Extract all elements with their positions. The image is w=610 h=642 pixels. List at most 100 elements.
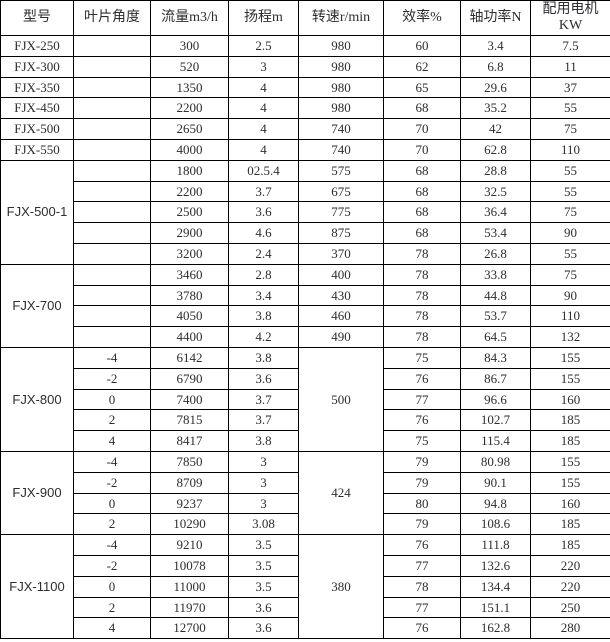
table-row: 2900 4.6 875 68 53.4 90 [1,222,610,244]
table-row: -2 8709 3 79 90.1 155 [1,471,610,494]
flow-cell: 2200 [150,97,229,120]
motor-power-cell: 75 [530,118,610,140]
efficiency-cell: 70 [383,138,461,161]
flow-cell: 520 [150,55,229,78]
flow-cell: 300 [150,35,229,57]
flow-cell: 4400 [150,326,229,348]
table-row: 4400 4.2 490 78 64.5 132 [1,326,610,348]
blade-angle-cell [73,305,151,328]
blade-angle-cell [73,201,151,224]
blade-angle-cell: 2 [73,409,151,432]
blade-angle-cell [73,159,151,182]
motor-power-cell: 155 [530,367,610,390]
flow-cell: 9237 [150,492,229,515]
head-cell: 4.2 [228,326,299,348]
model-cell: FJX-900 [0,450,74,536]
model-cell: FJX-450 [0,97,74,120]
motor-power-cell: 160 [530,388,610,411]
speed-cell: 424 [298,450,384,536]
shaft-power-cell: 64.5 [460,326,531,348]
shaft-power-cell: 151.1 [460,596,531,619]
shaft-power-cell: 28.8 [460,159,531,182]
efficiency-cell: 76 [383,534,461,556]
motor-power-cell: 90 [530,284,610,307]
speed-cell: 775 [298,201,384,224]
table-row: FJX-800 -4 6142 3.8 500 75 84.3 155 [0,346,610,452]
model-cell: FJX-700 [0,263,74,348]
header-speed: 转速r/min [298,0,384,36]
shaft-power-cell: 32.5 [460,180,531,203]
motor-power-cell: 185 [530,430,610,452]
header-row: 型号 叶片角度 流量m3/h 扬程m 转速r/min 效率% 轴功率N 配用电机… [0,0,610,36]
head-cell: 3.7 [228,180,299,203]
speed-cell: 740 [298,118,384,140]
motor-power-cell: 220 [530,554,610,577]
speed-cell: 575 [298,159,384,182]
motor-power-cell: 11 [530,55,610,78]
model-cell: FJX-800 [0,346,74,452]
efficiency-cell: 68 [383,97,461,120]
table-row: FJX-700 3460 2.8 400 78 33.8 75 [0,263,610,348]
shaft-power-cell: 53.7 [460,305,531,328]
header-model: 型号 [0,0,74,36]
flow-cell: 11000 [150,575,229,598]
flow-cell: 7400 [150,388,229,411]
efficiency-cell: 68 [383,159,461,182]
table-row: FJX-250 300 2.5 980 60 3.4 7.5 [0,35,610,57]
head-cell: 3.7 [228,388,299,411]
header-motor-power: 配用电机 KW [530,0,610,36]
blade-angle-cell: -2 [73,367,151,390]
shaft-power-cell: 33.8 [460,263,531,286]
model-cell: FJX-300 [0,55,74,78]
motor-power-cell: 75 [530,263,610,286]
model-cell: FJX-250 [0,35,74,57]
header-flow: 流量m3/h [150,0,229,36]
table-row: FJX-900 -4 7850 3 424 79 80.98 155 [0,450,610,536]
head-cell: 3.8 [228,305,299,328]
flow-cell: 3780 [150,284,229,307]
blade-angle-cell [73,222,151,244]
efficiency-cell: 68 [383,180,461,203]
speed-cell: 980 [298,55,384,78]
motor-power-cell: 220 [530,575,610,598]
flow-cell: 4000 [150,138,229,161]
efficiency-cell: 62 [383,55,461,78]
efficiency-cell: 78 [383,242,461,265]
shaft-power-cell: 94.8 [460,492,531,515]
flow-cell: 2500 [150,201,229,224]
table-row: 4050 3.8 460 78 53.7 110 [1,305,610,328]
shaft-power-cell: 108.6 [460,513,531,536]
efficiency-cell: 68 [383,222,461,244]
head-cell: 4 [228,76,299,99]
shaft-power-cell: 3.4 [460,35,531,57]
blade-angle-cell: 0 [73,492,151,515]
motor-power-cell: 155 [530,346,610,369]
head-cell: 4.6 [228,222,299,244]
model-cell: FJX-1100 [0,534,74,640]
flow-cell: 6142 [150,346,229,369]
blade-angle-cell: -4 [73,534,151,556]
shaft-power-cell: 162.8 [460,617,531,640]
shaft-power-cell: 111.8 [460,534,531,556]
shaft-power-cell: 44.8 [460,284,531,307]
head-cell: 02.5.4 [228,159,299,182]
head-cell: 3.6 [228,201,299,224]
motor-power-cell: 90 [530,222,610,244]
efficiency-cell: 76 [383,409,461,432]
motor-power-cell: 185 [530,534,610,556]
motor-power-cell: 55 [530,97,610,120]
table-row: 2500 3.6 775 68 36.4 75 [1,201,610,224]
speed-cell: 370 [298,242,384,265]
table-row: FJX-500 2650 4 740 70 42 75 [0,118,610,140]
speed-cell: 400 [298,263,384,286]
header-head: 扬程m [228,0,299,36]
table-row: FJX-550 4000 4 740 70 62.8 110 [0,138,610,161]
head-cell: 3 [228,450,299,473]
speed-cell: 980 [298,35,384,57]
head-cell: 2.4 [228,242,299,265]
head-cell: 4 [228,97,299,120]
motor-power-cell: 132 [530,326,610,348]
head-cell: 3.5 [228,534,299,556]
